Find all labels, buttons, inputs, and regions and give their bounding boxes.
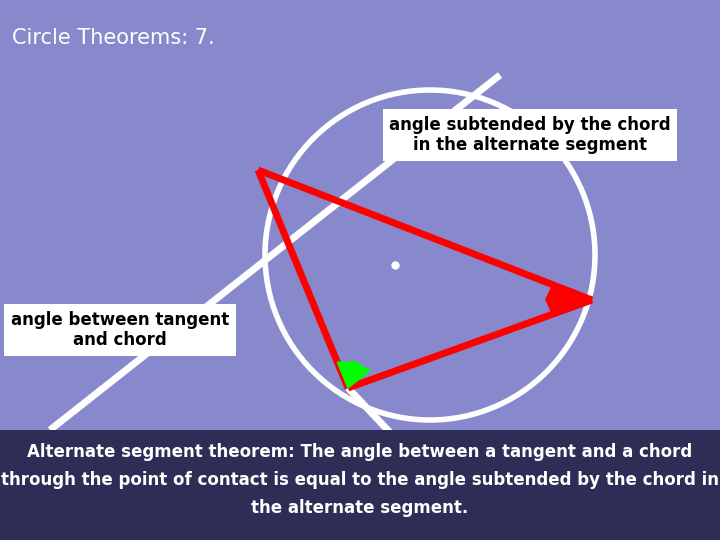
- Bar: [0, 430, 720, 540]
- Text: the alternate segment.: the alternate segment.: [251, 499, 469, 517]
- Text: angle between tangent
and chord: angle between tangent and chord: [11, 310, 229, 349]
- Polygon shape: [337, 362, 370, 388]
- Text: through the point of contact is equal to the angle subtended by the chord in: through the point of contact is equal to…: [1, 471, 719, 489]
- Text: angle subtended by the chord
in the alternate segment: angle subtended by the chord in the alte…: [390, 116, 671, 154]
- Text: Alternate segment theorem: The angle between a tangent and a chord: Alternate segment theorem: The angle bet…: [27, 443, 693, 461]
- Polygon shape: [546, 285, 592, 314]
- Text: Circle Theorems: 7.: Circle Theorems: 7.: [12, 28, 215, 48]
